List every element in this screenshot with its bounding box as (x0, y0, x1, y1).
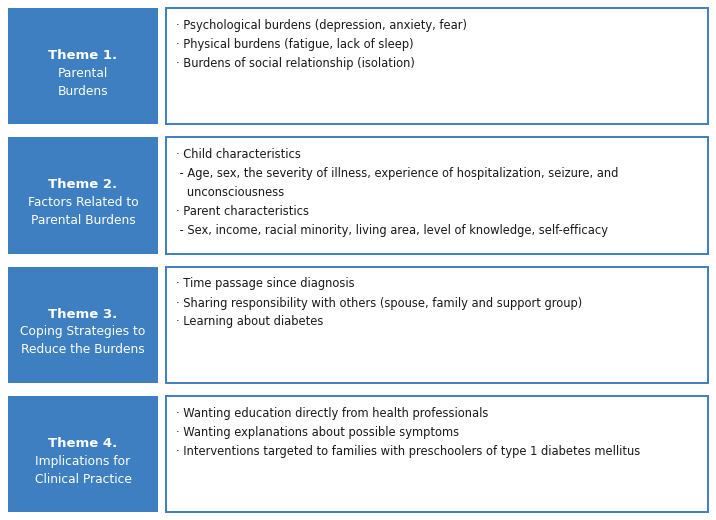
Text: Coping Strategies to
Reduce the Burdens: Coping Strategies to Reduce the Burdens (20, 326, 145, 356)
FancyBboxPatch shape (166, 396, 708, 512)
FancyBboxPatch shape (8, 396, 158, 512)
Text: Factors Related to
Parental Burdens: Factors Related to Parental Burdens (28, 196, 138, 227)
Text: · Psychological burdens (depression, anxiety, fear)
· Physical burdens (fatigue,: · Psychological burdens (depression, anx… (176, 19, 467, 70)
Text: Parental
Burdens: Parental Burdens (58, 67, 108, 98)
Text: Theme 4.: Theme 4. (49, 437, 117, 450)
Text: Implications for
Clinical Practice: Implications for Clinical Practice (34, 454, 132, 486)
FancyBboxPatch shape (166, 137, 708, 253)
FancyBboxPatch shape (166, 266, 708, 383)
FancyBboxPatch shape (8, 8, 158, 124)
Text: Theme 2.: Theme 2. (49, 178, 117, 191)
Text: · Child characteristics
 - Age, sex, the severity of illness, experience of hosp: · Child characteristics - Age, sex, the … (176, 148, 619, 237)
FancyBboxPatch shape (166, 8, 708, 124)
Text: Theme 1.: Theme 1. (49, 49, 117, 62)
FancyBboxPatch shape (8, 266, 158, 383)
Text: Theme 3.: Theme 3. (49, 308, 117, 321)
Text: · Time passage since diagnosis
· Sharing responsibility with others (spouse, fam: · Time passage since diagnosis · Sharing… (176, 278, 582, 329)
Text: · Wanting education directly from health professionals
· Wanting explanations ab: · Wanting education directly from health… (176, 407, 640, 458)
FancyBboxPatch shape (8, 137, 158, 253)
